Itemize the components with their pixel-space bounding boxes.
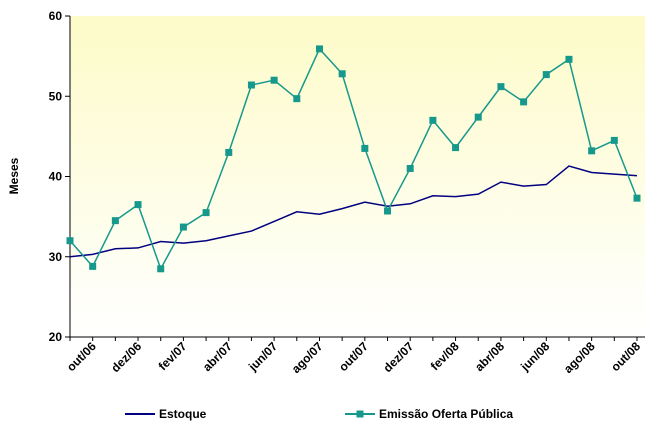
marker — [474, 113, 482, 121]
marker — [565, 55, 573, 63]
marker — [134, 201, 142, 209]
x-tick-label: jun/08 — [517, 339, 552, 374]
marker — [293, 95, 301, 103]
marker — [384, 207, 392, 215]
x-tick-label: fev/07 — [156, 339, 190, 373]
legend-label: Emissão Oferta Pública — [379, 407, 513, 421]
x-tick-label: abr/07 — [200, 339, 235, 374]
marker — [338, 70, 346, 78]
marker — [610, 136, 618, 144]
plot-area — [70, 16, 645, 337]
marker — [270, 76, 278, 84]
marker — [542, 71, 550, 79]
legend-label: Estoque — [159, 407, 207, 421]
marker — [111, 217, 119, 225]
y-tick-label: 50 — [49, 89, 63, 103]
series-line — [69, 47, 638, 271]
marker — [247, 81, 255, 89]
marker — [361, 144, 369, 152]
marker — [520, 98, 528, 106]
series-line — [69, 165, 638, 258]
marker — [406, 164, 414, 172]
x-tick-label: dez/06 — [108, 339, 144, 375]
x-tick-label: ago/08 — [561, 339, 598, 376]
y-tick-label: 30 — [49, 250, 63, 264]
y-tick-label: 20 — [49, 330, 63, 344]
x-tick-label: out/08 — [608, 339, 643, 374]
marker — [633, 194, 641, 202]
y-tick-label: 60 — [49, 9, 63, 23]
x-tick-label: dez/07 — [380, 339, 416, 375]
marker — [588, 147, 596, 155]
x-tick-label: fev/08 — [428, 339, 462, 373]
marker — [157, 265, 165, 273]
x-tick-label: jun/07 — [245, 339, 280, 374]
marker — [225, 148, 233, 156]
marker — [179, 223, 187, 231]
legend-marker — [356, 410, 364, 418]
marker — [89, 262, 97, 270]
marker — [202, 209, 210, 217]
marker — [429, 116, 437, 124]
x-tick-label: abr/08 — [472, 339, 507, 374]
x-tick-label: ago/07 — [289, 339, 326, 376]
y-axis-label: Meses — [7, 157, 21, 194]
marker — [66, 237, 74, 245]
x-tick-label: out/07 — [336, 339, 371, 374]
y-tick-label: 40 — [49, 170, 63, 184]
marker — [452, 144, 460, 152]
x-tick-label: out/06 — [64, 339, 99, 374]
marker — [315, 45, 323, 53]
marker — [497, 83, 505, 91]
